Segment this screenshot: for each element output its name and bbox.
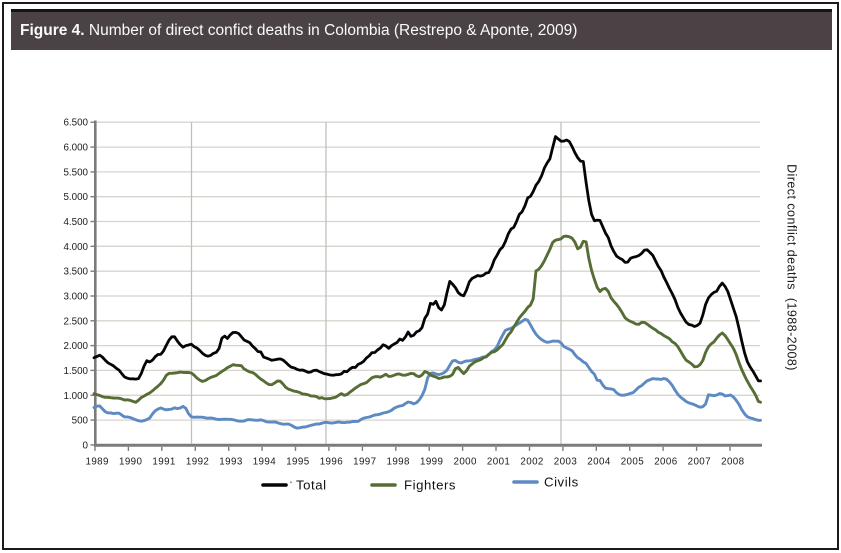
svg-text:4.500: 4.500 (63, 217, 88, 228)
svg-text:3.000: 3.000 (63, 292, 88, 303)
svg-text:2007: 2007 (688, 457, 711, 468)
svg-text:1999: 1999 (420, 457, 443, 468)
svg-text:5.500: 5.500 (63, 167, 88, 178)
svg-text:Civils: Civils (544, 475, 579, 490)
svg-text:1993: 1993 (219, 457, 243, 468)
svg-text:0: 0 (83, 440, 89, 451)
svg-text:Direct conflict deaths (1988-: Direct conflict deaths (1988-2008) (785, 164, 799, 371)
svg-text:1992: 1992 (186, 457, 209, 468)
svg-text:1.500: 1.500 (63, 366, 88, 377)
svg-text:2000: 2000 (453, 457, 477, 468)
svg-text:1998: 1998 (386, 457, 410, 468)
svg-text:2001: 2001 (487, 457, 510, 468)
svg-text:1990: 1990 (119, 457, 143, 468)
svg-text:1997: 1997 (353, 457, 376, 468)
svg-text:Total: Total (296, 478, 327, 493)
svg-text:2.000: 2.000 (63, 341, 88, 352)
svg-text:2002: 2002 (520, 457, 543, 468)
svg-text:3.500: 3.500 (63, 267, 88, 278)
svg-text:2006: 2006 (654, 457, 678, 468)
svg-text:4.000: 4.000 (63, 242, 88, 253)
svg-text:Fighters: Fighters (404, 478, 456, 493)
svg-text:1989: 1989 (85, 457, 108, 468)
svg-text:1995: 1995 (286, 457, 310, 468)
svg-text:6.000: 6.000 (63, 143, 88, 154)
svg-text:1996: 1996 (320, 457, 344, 468)
svg-text:2.500: 2.500 (63, 316, 88, 327)
svg-text:2004: 2004 (587, 457, 611, 468)
svg-text:500: 500 (72, 416, 89, 427)
svg-text:1991: 1991 (152, 457, 175, 468)
svg-text:2008: 2008 (721, 457, 745, 468)
svg-text:6.500: 6.500 (63, 118, 88, 129)
svg-text:1994: 1994 (253, 457, 277, 468)
svg-text:1.000: 1.000 (63, 391, 88, 402)
svg-text:2005: 2005 (621, 457, 645, 468)
svg-text:5.000: 5.000 (63, 192, 88, 203)
svg-text:2003: 2003 (554, 457, 578, 468)
